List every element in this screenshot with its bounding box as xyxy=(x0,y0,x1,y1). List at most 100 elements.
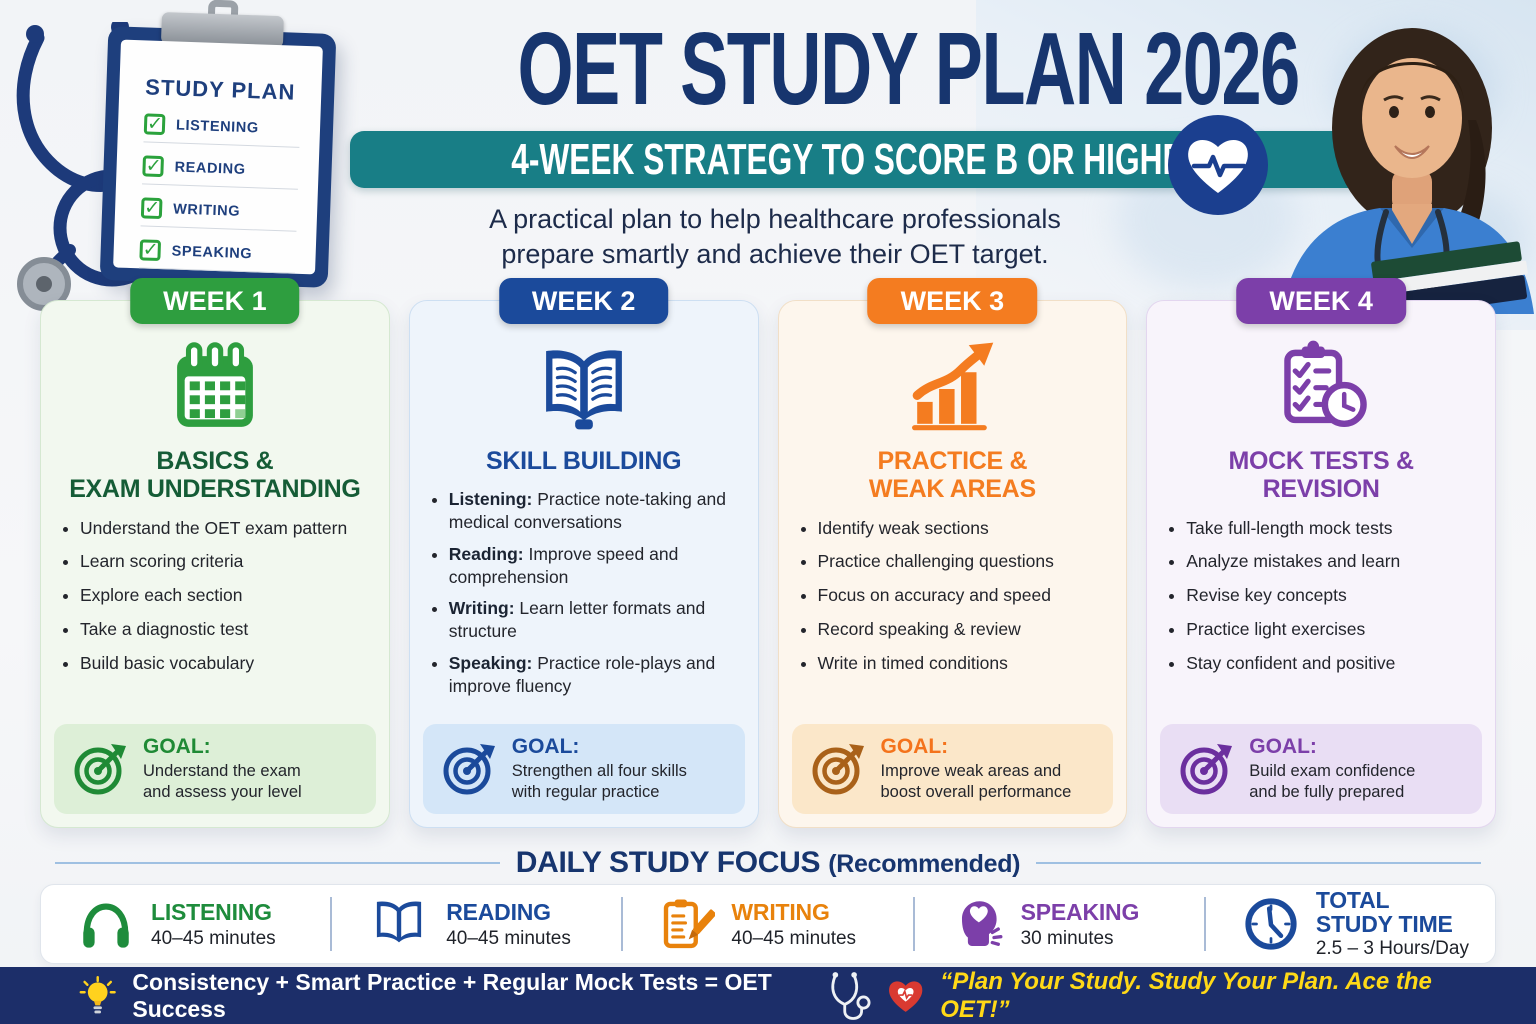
bullet: Take full-length mock tests xyxy=(1186,517,1483,540)
week-2-bullets: Listening: Practice note-taking and medi… xyxy=(432,488,746,697)
focus-text: LISTENING 40–45 minutes xyxy=(151,898,276,949)
goal-text-block: GOAL: Build exam confidence and be fully… xyxy=(1249,734,1416,801)
week-1-card: WEEK 1 BASICS & EX xyxy=(40,278,390,828)
bullet: Understand the OET exam pattern xyxy=(80,517,377,540)
page-title: OET STUDY PLAN 2026 xyxy=(517,11,1300,126)
goal-text-block: GOAL: Strengthen all four skills with re… xyxy=(511,734,687,801)
footer-left: Consistency + Smart Practice + Regular M… xyxy=(78,969,826,1023)
vertical-divider xyxy=(330,897,333,951)
heartbeat-badge-icon xyxy=(1168,115,1268,215)
daily-focus-title: DAILY STUDY FOCUS (Recommended) xyxy=(515,846,1021,879)
bullet: Take a diagnostic test xyxy=(80,618,377,641)
vertical-divider xyxy=(912,897,915,951)
bullet: Write in timed conditions xyxy=(818,652,1115,675)
nurse-photo xyxy=(1282,28,1534,314)
week-3-pill: WEEK 3 xyxy=(867,278,1038,324)
clipboard-title: STUDY PLAN xyxy=(144,74,296,105)
week-3-goal: GOAL: Improve weak areas and boost overa… xyxy=(791,723,1114,814)
focus-text: SPEAKING 30 minutes xyxy=(1020,898,1140,949)
target-icon xyxy=(443,743,495,795)
bullet: Build basic vocabulary xyxy=(80,652,377,675)
calendar-icon xyxy=(41,339,389,439)
bullet: Analyze mistakes and learn xyxy=(1186,550,1483,573)
bullet: Practice challenging questions xyxy=(818,550,1115,573)
open-book-icon xyxy=(410,339,758,439)
footer-left-text: Consistency + Smart Practice + Regular M… xyxy=(132,968,772,1022)
focus-text: READING 40–45 minutes xyxy=(446,898,571,949)
total-label: TOTAL STUDY TIME xyxy=(1315,886,1453,937)
bullet: Stay confident and positive xyxy=(1186,652,1483,675)
divider-line xyxy=(55,862,500,864)
checkbox-checked-icon: ✓ xyxy=(143,113,166,136)
goal-text-block: GOAL: Improve weak areas and boost overa… xyxy=(880,734,1072,801)
heart-icon xyxy=(888,980,923,1012)
clipboard: STUDY PLAN ✓ LISTENING ✓ READING ✓ WRITI… xyxy=(99,0,337,288)
checklist-row: ✓ SPEAKING xyxy=(139,239,296,274)
week-1-goal: GOAL: Understand the exam and assess you… xyxy=(54,723,376,814)
focus-item-total-time: TOTAL STUDY TIME 2.5 – 3 Hours/Day xyxy=(1206,888,1495,960)
footer-bar: Consistency + Smart Practice + Regular M… xyxy=(0,967,1536,1024)
bullet: Revise key concepts xyxy=(1186,584,1483,607)
footer-right-text: “Plan Your Study. Study Your Plan. Ace t… xyxy=(940,967,1432,1023)
week-2-pill: WEEK 2 xyxy=(498,278,669,324)
goal-label: GOAL: xyxy=(511,734,580,758)
checkbox-checked-icon: ✓ xyxy=(140,197,163,220)
checklist-row: ✓ READING xyxy=(141,155,299,190)
bullet: Writing: Learn letter formats and struct… xyxy=(449,597,746,643)
target-icon xyxy=(812,743,864,795)
week-3-card: WEEK 3 PRACTICE & WEAK AREAS xyxy=(777,278,1128,828)
study-plan-clipboard-graphic: STUDY PLAN ✓ LISTENING ✓ READING ✓ WRITI… xyxy=(0,0,360,311)
bullet: Learn scoring criteria xyxy=(80,550,377,573)
checklist-clock-icon xyxy=(1147,339,1495,439)
checklist-label: WRITING xyxy=(172,200,241,220)
week-4-title: MOCK TESTS & REVISION xyxy=(1228,447,1414,504)
week-3-bullets: Identify weak sections Practice challeng… xyxy=(801,517,1115,675)
checkbox-checked-icon: ✓ xyxy=(139,239,162,262)
focus-text: TOTAL STUDY TIME 2.5 – 3 Hours/Day xyxy=(1315,886,1469,960)
clock-icon xyxy=(1245,898,1297,950)
week-2-title: SKILL BUILDING xyxy=(485,447,682,475)
week-2-goal: GOAL: Strengthen all four skills with re… xyxy=(422,723,745,814)
checklist-label: READING xyxy=(174,158,246,178)
subtitle: A practical plan to help healthcare prof… xyxy=(350,202,1200,272)
week-2-card: WEEK 2 SKILL BUILDING xyxy=(408,278,759,828)
footer-right: “Plan Your Study. Study Your Plan. Ace t… xyxy=(826,968,1472,1024)
growth-chart-icon xyxy=(779,339,1127,439)
subtitle-line: prepare smartly and achieve their OET ta… xyxy=(501,238,1049,269)
vertical-divider xyxy=(1203,897,1206,951)
bullet: Explore each section xyxy=(80,584,377,607)
bullet: Identify weak sections xyxy=(818,517,1115,540)
target-icon xyxy=(1180,743,1233,795)
subtitle-line: A practical plan to help healthcare prof… xyxy=(489,203,1061,234)
daily-focus-heading: DAILY STUDY FOCUS (Recommended) xyxy=(55,846,1481,880)
bullet: Reading: Improve speed and comprehension xyxy=(449,543,746,589)
week-4-pill: WEEK 4 xyxy=(1236,278,1406,324)
week-4-card: WEEK 4 xyxy=(1146,278,1496,828)
week-4-bullets: Take full-length mock tests Analyze mist… xyxy=(1169,517,1483,675)
daily-focus-bar: LISTENING 40–45 minutes READING 40–45 mi… xyxy=(40,884,1496,964)
checklist-label: LISTENING xyxy=(175,117,260,136)
headphones-icon xyxy=(83,903,129,948)
week-cards: WEEK 1 BASICS & EX xyxy=(40,278,1496,828)
week-4-goal: GOAL: Build exam confidence and be fully… xyxy=(1160,723,1482,814)
speaking-head-icon xyxy=(961,901,1003,946)
week-1-pill: WEEK 1 xyxy=(130,278,300,324)
checklist-row: ✓ LISTENING xyxy=(143,113,301,148)
goal-text-block: GOAL: Understand the exam and assess you… xyxy=(143,734,302,801)
bullet: Focus on accuracy and speed xyxy=(818,584,1115,607)
week-1-bullets: Understand the OET exam pattern Learn sc… xyxy=(63,517,377,675)
goal-label: GOAL: xyxy=(1249,734,1317,758)
bullet: Speaking: Practice role-plays and improv… xyxy=(449,652,746,698)
checklist-label: SPEAKING xyxy=(171,242,253,262)
focus-item-reading: READING 40–45 minutes xyxy=(332,896,621,952)
header: OET STUDY PLAN 2026 4-WEEK STRATEGY TO S… xyxy=(350,11,1368,272)
divider-line xyxy=(1036,862,1481,864)
stethoscope-small-icon xyxy=(831,971,871,1020)
vertical-divider xyxy=(621,897,624,951)
focus-item-writing: WRITING 40–45 minutes xyxy=(623,896,912,952)
focus-item-speaking: SPEAKING 30 minutes xyxy=(915,896,1204,952)
focus-item-listening: LISTENING 40–45 minutes xyxy=(41,896,330,952)
bullet: Listening: Practice note-taking and medi… xyxy=(449,488,746,534)
week-3-title: PRACTICE & WEAK AREAS xyxy=(868,447,1036,504)
